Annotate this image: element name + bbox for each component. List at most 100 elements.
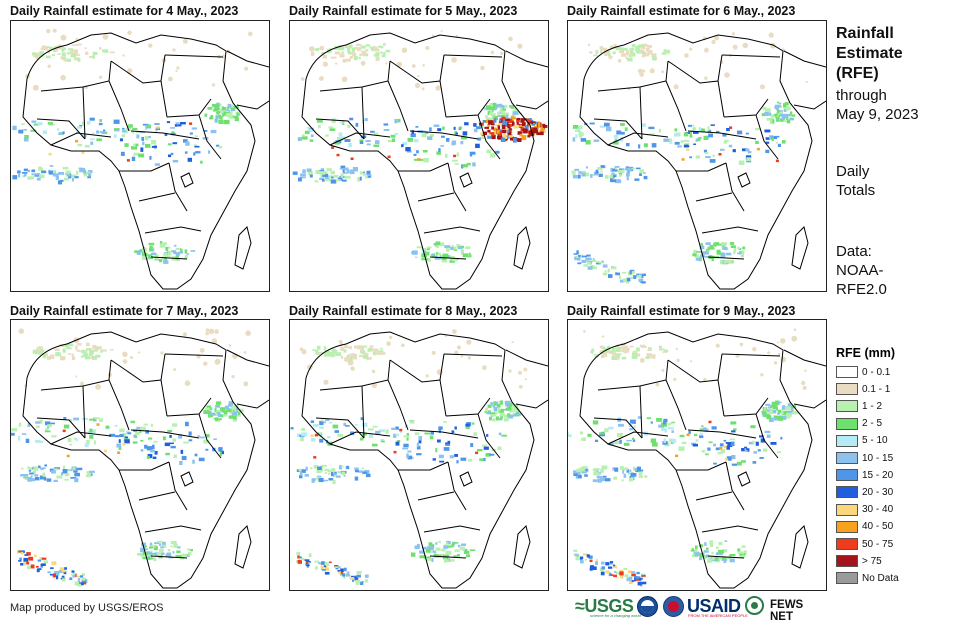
rain-patch xyxy=(381,352,386,355)
rain-patch xyxy=(502,108,506,111)
rain-patch xyxy=(637,68,643,74)
rain-patch xyxy=(220,109,226,112)
rain-patch xyxy=(493,406,497,411)
country-border xyxy=(387,379,409,431)
rain-patch xyxy=(52,28,57,33)
rain-patch xyxy=(487,129,491,133)
rain-patch xyxy=(715,552,720,555)
rain-patch xyxy=(88,173,92,177)
rain-patch xyxy=(446,545,452,548)
rain-patch xyxy=(470,443,474,447)
rain-patch xyxy=(137,553,141,556)
rain-patch xyxy=(640,344,646,348)
rain-patch xyxy=(703,427,707,431)
rain-patch xyxy=(498,400,502,405)
rain-patch xyxy=(26,552,31,556)
rain-patch xyxy=(610,167,613,172)
rain-patch xyxy=(53,479,58,482)
rain-patch xyxy=(616,344,620,348)
rain-patch xyxy=(224,109,230,112)
rain-patch xyxy=(805,80,808,84)
country-border xyxy=(387,80,409,132)
country-border xyxy=(130,429,200,439)
rain-patch xyxy=(440,30,443,33)
country-border xyxy=(40,359,112,391)
country-border xyxy=(144,226,202,234)
rain-patch xyxy=(492,405,496,408)
rain-patch xyxy=(338,571,341,574)
rain-patch xyxy=(327,436,331,439)
rain-patch xyxy=(395,426,399,430)
rain-patch xyxy=(375,57,380,61)
rain-patch xyxy=(705,554,709,558)
rain-patch xyxy=(339,465,342,470)
rain-patch xyxy=(441,135,445,138)
rain-patch xyxy=(71,49,77,54)
rain-patch xyxy=(784,406,791,411)
rain-patch xyxy=(60,57,63,60)
rain-patch xyxy=(573,549,578,552)
rain-patch xyxy=(360,60,366,66)
rain-patch xyxy=(158,543,162,546)
rain-patch xyxy=(430,431,434,435)
rain-patch xyxy=(77,126,82,129)
rain-patch xyxy=(175,122,180,125)
rain-patch xyxy=(484,411,487,413)
rain-patch xyxy=(35,425,40,428)
rain-patch xyxy=(426,556,431,559)
rain-patch xyxy=(373,144,380,147)
rain-patch xyxy=(725,442,732,444)
arabia-coastline xyxy=(226,349,269,367)
rain-patch xyxy=(377,45,381,48)
rain-patch xyxy=(300,428,305,431)
rain-patch xyxy=(737,551,744,554)
rain-patch xyxy=(670,422,673,425)
rain-patch xyxy=(328,561,332,564)
rain-patch xyxy=(198,457,205,462)
rain-patch xyxy=(208,413,211,418)
rain-patch xyxy=(322,173,329,177)
rain-patch xyxy=(625,280,630,284)
country-border xyxy=(597,60,669,92)
rain-patch xyxy=(452,329,457,334)
rain-patch xyxy=(792,410,798,413)
rain-patch xyxy=(141,136,144,141)
country-border xyxy=(676,162,727,172)
rain-patch xyxy=(81,577,86,581)
rain-patch xyxy=(618,275,621,279)
rain-patch xyxy=(491,106,496,110)
rain-patch xyxy=(180,449,184,454)
rain-patch xyxy=(446,255,451,259)
rain-patch xyxy=(699,432,704,435)
rain-patch xyxy=(499,412,505,417)
rain-patch xyxy=(366,357,372,360)
rain-patch xyxy=(365,175,370,179)
lake-outline xyxy=(180,471,194,487)
rain-patch xyxy=(182,332,187,337)
rain-patch xyxy=(730,421,737,425)
rain-patch xyxy=(511,115,514,121)
rain-patch xyxy=(766,411,772,415)
rain-patch xyxy=(491,135,496,140)
rain-patch xyxy=(93,348,99,352)
rain-patch xyxy=(157,552,161,557)
rain-patch xyxy=(723,141,727,144)
rain-patch xyxy=(309,174,313,178)
rain-patch xyxy=(24,554,29,556)
rain-patch xyxy=(500,51,504,55)
rain-patch xyxy=(70,477,77,479)
rain-patch xyxy=(304,474,309,477)
rain-patch xyxy=(588,555,593,559)
rain-patch xyxy=(37,122,43,126)
rain-patch xyxy=(523,367,528,372)
rain-patch xyxy=(322,479,328,482)
rain-patch xyxy=(69,50,73,54)
rain-patch xyxy=(505,118,510,121)
rain-patch xyxy=(359,355,364,357)
rain-patch xyxy=(74,49,79,54)
rain-patch xyxy=(301,134,305,136)
rain-patch xyxy=(41,557,47,560)
rain-patch xyxy=(488,120,493,125)
country-border xyxy=(667,54,723,84)
rain-patch xyxy=(663,418,668,423)
